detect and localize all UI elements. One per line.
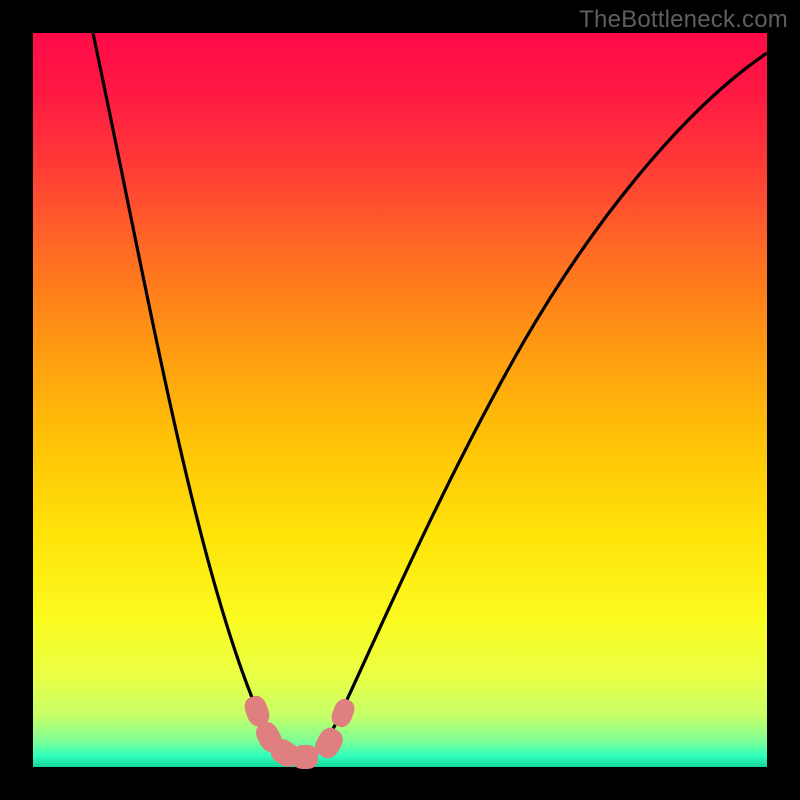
watermark-text: TheBottleneck.com	[579, 6, 788, 34]
canvas: TheBottleneck.com	[0, 0, 800, 800]
bottleneck-curve	[33, 33, 767, 767]
curve-path	[93, 33, 767, 759]
plot-area	[33, 33, 767, 767]
